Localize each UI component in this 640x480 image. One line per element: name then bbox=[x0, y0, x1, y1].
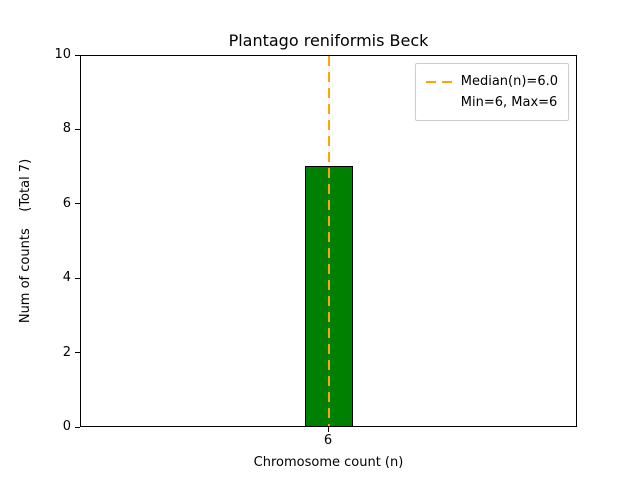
plot-area: Median(n)=6.0 Min=6, Max=6 bbox=[80, 55, 577, 427]
y-tick-label: 8 bbox=[62, 121, 71, 137]
dashed-line-icon bbox=[425, 80, 453, 83]
y-tick-mark bbox=[75, 426, 80, 428]
y-tick-label: 10 bbox=[54, 47, 71, 62]
legend-item-minmax: Min=6, Max=6 bbox=[426, 92, 558, 113]
y-tick-mark bbox=[75, 54, 80, 56]
y-axis-label: Num of counts (Total 7) bbox=[18, 158, 33, 324]
y-tick-mark bbox=[75, 203, 80, 205]
x-tick-mark bbox=[328, 427, 329, 432]
x-tick-label: 6 bbox=[323, 433, 333, 448]
legend-label-median: Median(n)=6.0 bbox=[460, 74, 558, 89]
y-tick-mark bbox=[75, 277, 80, 279]
median-line bbox=[328, 56, 330, 426]
legend: Median(n)=6.0 Min=6, Max=6 bbox=[414, 63, 569, 121]
legend-label-minmax: Min=6, Max=6 bbox=[460, 95, 558, 110]
y-tick-label: 0 bbox=[62, 419, 71, 434]
y-tick-mark bbox=[75, 352, 80, 354]
x-axis-label: Chromosome count (n) bbox=[253, 455, 404, 470]
legend-item-median: Median(n)=6.0 bbox=[425, 71, 558, 92]
y-tick-label: 4 bbox=[62, 270, 71, 286]
chart-title: Plantago reniformis Beck bbox=[228, 31, 429, 50]
y-tick-label: 2 bbox=[62, 344, 71, 360]
y-tick-mark bbox=[75, 128, 80, 130]
y-tick-label: 6 bbox=[62, 195, 71, 211]
